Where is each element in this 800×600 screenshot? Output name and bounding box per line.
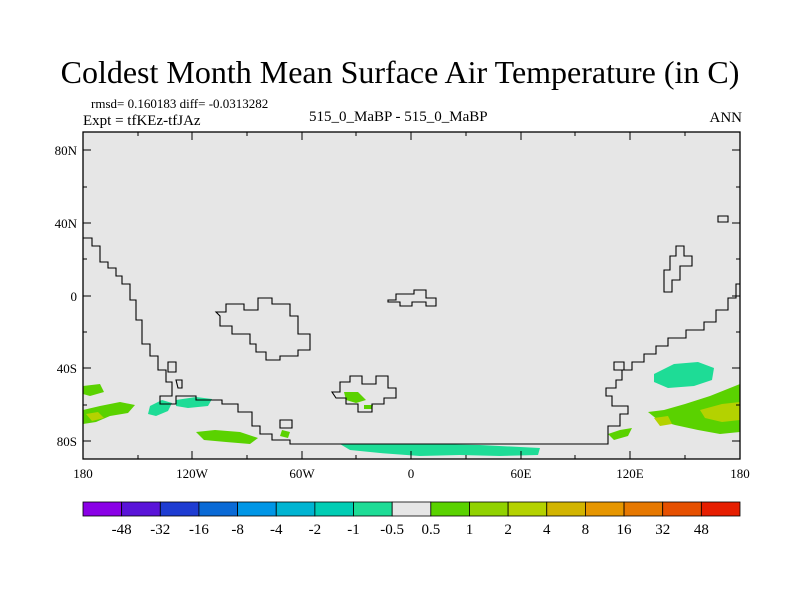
coastline-africa (387, 289, 437, 307)
colorbar-box (159, 501, 200, 517)
y-tick-labels: 80N 40N 0 40S 80S (55, 143, 78, 449)
axis-ticks (82, 132, 741, 459)
coastlines (83, 215, 740, 445)
colorbar-box (430, 501, 470, 517)
x-tick-label: 120W (176, 466, 209, 481)
coastline-southamerica (214, 297, 311, 361)
colorbar-box (314, 501, 354, 517)
colorbar-box (623, 501, 664, 517)
colorbar-label: 8 (582, 522, 590, 538)
anomaly-patch (344, 392, 366, 403)
anomaly-patch (648, 384, 740, 434)
colorbar-label: -16 (189, 522, 209, 538)
colorbar-label: 16 (617, 522, 633, 538)
coastline-australia-fragment (613, 361, 625, 371)
colorbar-label: -4 (270, 522, 283, 538)
expt-line: Expt = tfKEz-tfJAz (83, 113, 201, 129)
colorbar-box (82, 501, 123, 517)
colorbar-box (237, 501, 277, 517)
stats-line: rmsd= 0.160183 diff= -0.0313282 (91, 96, 269, 111)
coastline-asia-pacific (663, 245, 693, 293)
anomaly-patches (83, 362, 740, 456)
colorbar-box (275, 501, 316, 517)
y-tick-label: 40S (57, 361, 77, 376)
anomaly-patch (86, 412, 104, 421)
anomaly-patch (83, 384, 104, 396)
coastline-japan (717, 215, 729, 223)
colorbar-label: -2 (309, 522, 322, 538)
coastline-americas (83, 237, 740, 445)
anomaly-patch (340, 444, 540, 456)
coastline-island-south (330, 375, 397, 413)
colorbar-box (662, 501, 702, 517)
colorbar-labels: -48 -32 -16 -8 -4 -2 -1 -0.5 0.5 1 2 4 8 16 32 48 (112, 522, 709, 538)
y-tick-label: 0 (71, 289, 78, 304)
colorbar-label: 0.5 (421, 522, 440, 538)
x-tick-label: 0 (408, 466, 415, 481)
colorbar-box (507, 501, 548, 517)
x-tick-label: 60E (511, 466, 532, 481)
y-tick-label: 40N (55, 216, 78, 231)
colorbar-box (700, 501, 741, 517)
anomaly-patch (280, 430, 290, 438)
colorbar-box (391, 501, 432, 517)
y-tick-label: 80N (55, 143, 78, 158)
colorbar-label: -0.5 (380, 522, 404, 538)
anomaly-patch (608, 428, 632, 440)
anomaly-patch (364, 405, 373, 409)
colorbar (82, 501, 741, 517)
anomaly-patch (654, 416, 672, 426)
chart-title: Coldest Month Mean Surface Air Temperatu… (60, 54, 740, 90)
x-tick-label: 120E (616, 466, 644, 481)
colorbar-box (469, 501, 509, 517)
colorbar-box (585, 501, 625, 517)
x-tick-label: 180 (73, 466, 93, 481)
anomaly-patch (654, 362, 714, 388)
colorbar-label: 4 (543, 522, 551, 538)
colorbar-label: -8 (231, 522, 244, 538)
colorbar-label: 2 (504, 522, 512, 538)
x-tick-labels: 180 120W 60W 0 60E 120E 180 (73, 466, 750, 481)
colorbar-label: -1 (347, 522, 360, 538)
colorbar-label: 32 (655, 522, 670, 538)
colorbar-label: 1 (466, 522, 474, 538)
anomaly-patch (700, 402, 740, 422)
coastline-patagonia-tip (279, 419, 293, 429)
colorbar-box (121, 501, 161, 517)
cases-line: 515_0_MaBP - 515_0_MaBP (309, 109, 488, 125)
colorbar-label: -32 (150, 522, 170, 538)
colorbar-label: -48 (112, 522, 132, 538)
y-tick-label: 80S (57, 434, 77, 449)
coastline-antarctic-peninsula (167, 361, 183, 389)
anomaly-patch (196, 430, 258, 444)
x-tick-label: 60W (289, 466, 315, 481)
colorbar-box (198, 501, 238, 517)
colorbar-box (353, 501, 393, 517)
map-background (83, 132, 740, 459)
x-tick-label: 180 (730, 466, 750, 481)
season-label: ANN (709, 110, 743, 126)
colorbar-label: 48 (694, 522, 709, 538)
colorbar-box (546, 501, 586, 517)
